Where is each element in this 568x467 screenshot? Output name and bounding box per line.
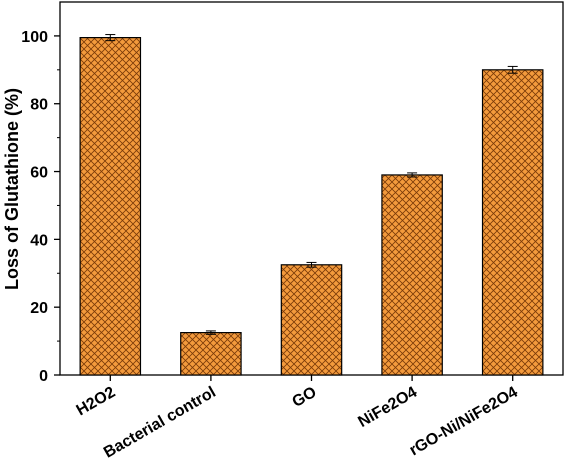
- y-axis-label: Loss of Glutathione (%): [2, 88, 22, 290]
- bar: [79, 37, 142, 376]
- x-tick-label: GO: [289, 384, 319, 411]
- y-tick-label: 100: [21, 29, 48, 46]
- bar: [381, 174, 443, 376]
- x-tick-label: H2O2: [74, 384, 119, 420]
- x-tick-label: NiFe2O4: [355, 384, 420, 431]
- y-tick-label: 80: [30, 97, 48, 114]
- x-tick-label: Bacterial control: [101, 384, 219, 462]
- y-tick-label: 40: [30, 232, 48, 249]
- y-tick-label: 0: [39, 368, 48, 385]
- y-tick-label: 60: [30, 165, 48, 182]
- bar: [481, 69, 544, 376]
- x-tick-label: rGO-Ni/NiFe2O4: [407, 384, 521, 460]
- bar: [180, 332, 242, 376]
- y-tick-label: 20: [30, 300, 48, 317]
- bar: [280, 264, 343, 376]
